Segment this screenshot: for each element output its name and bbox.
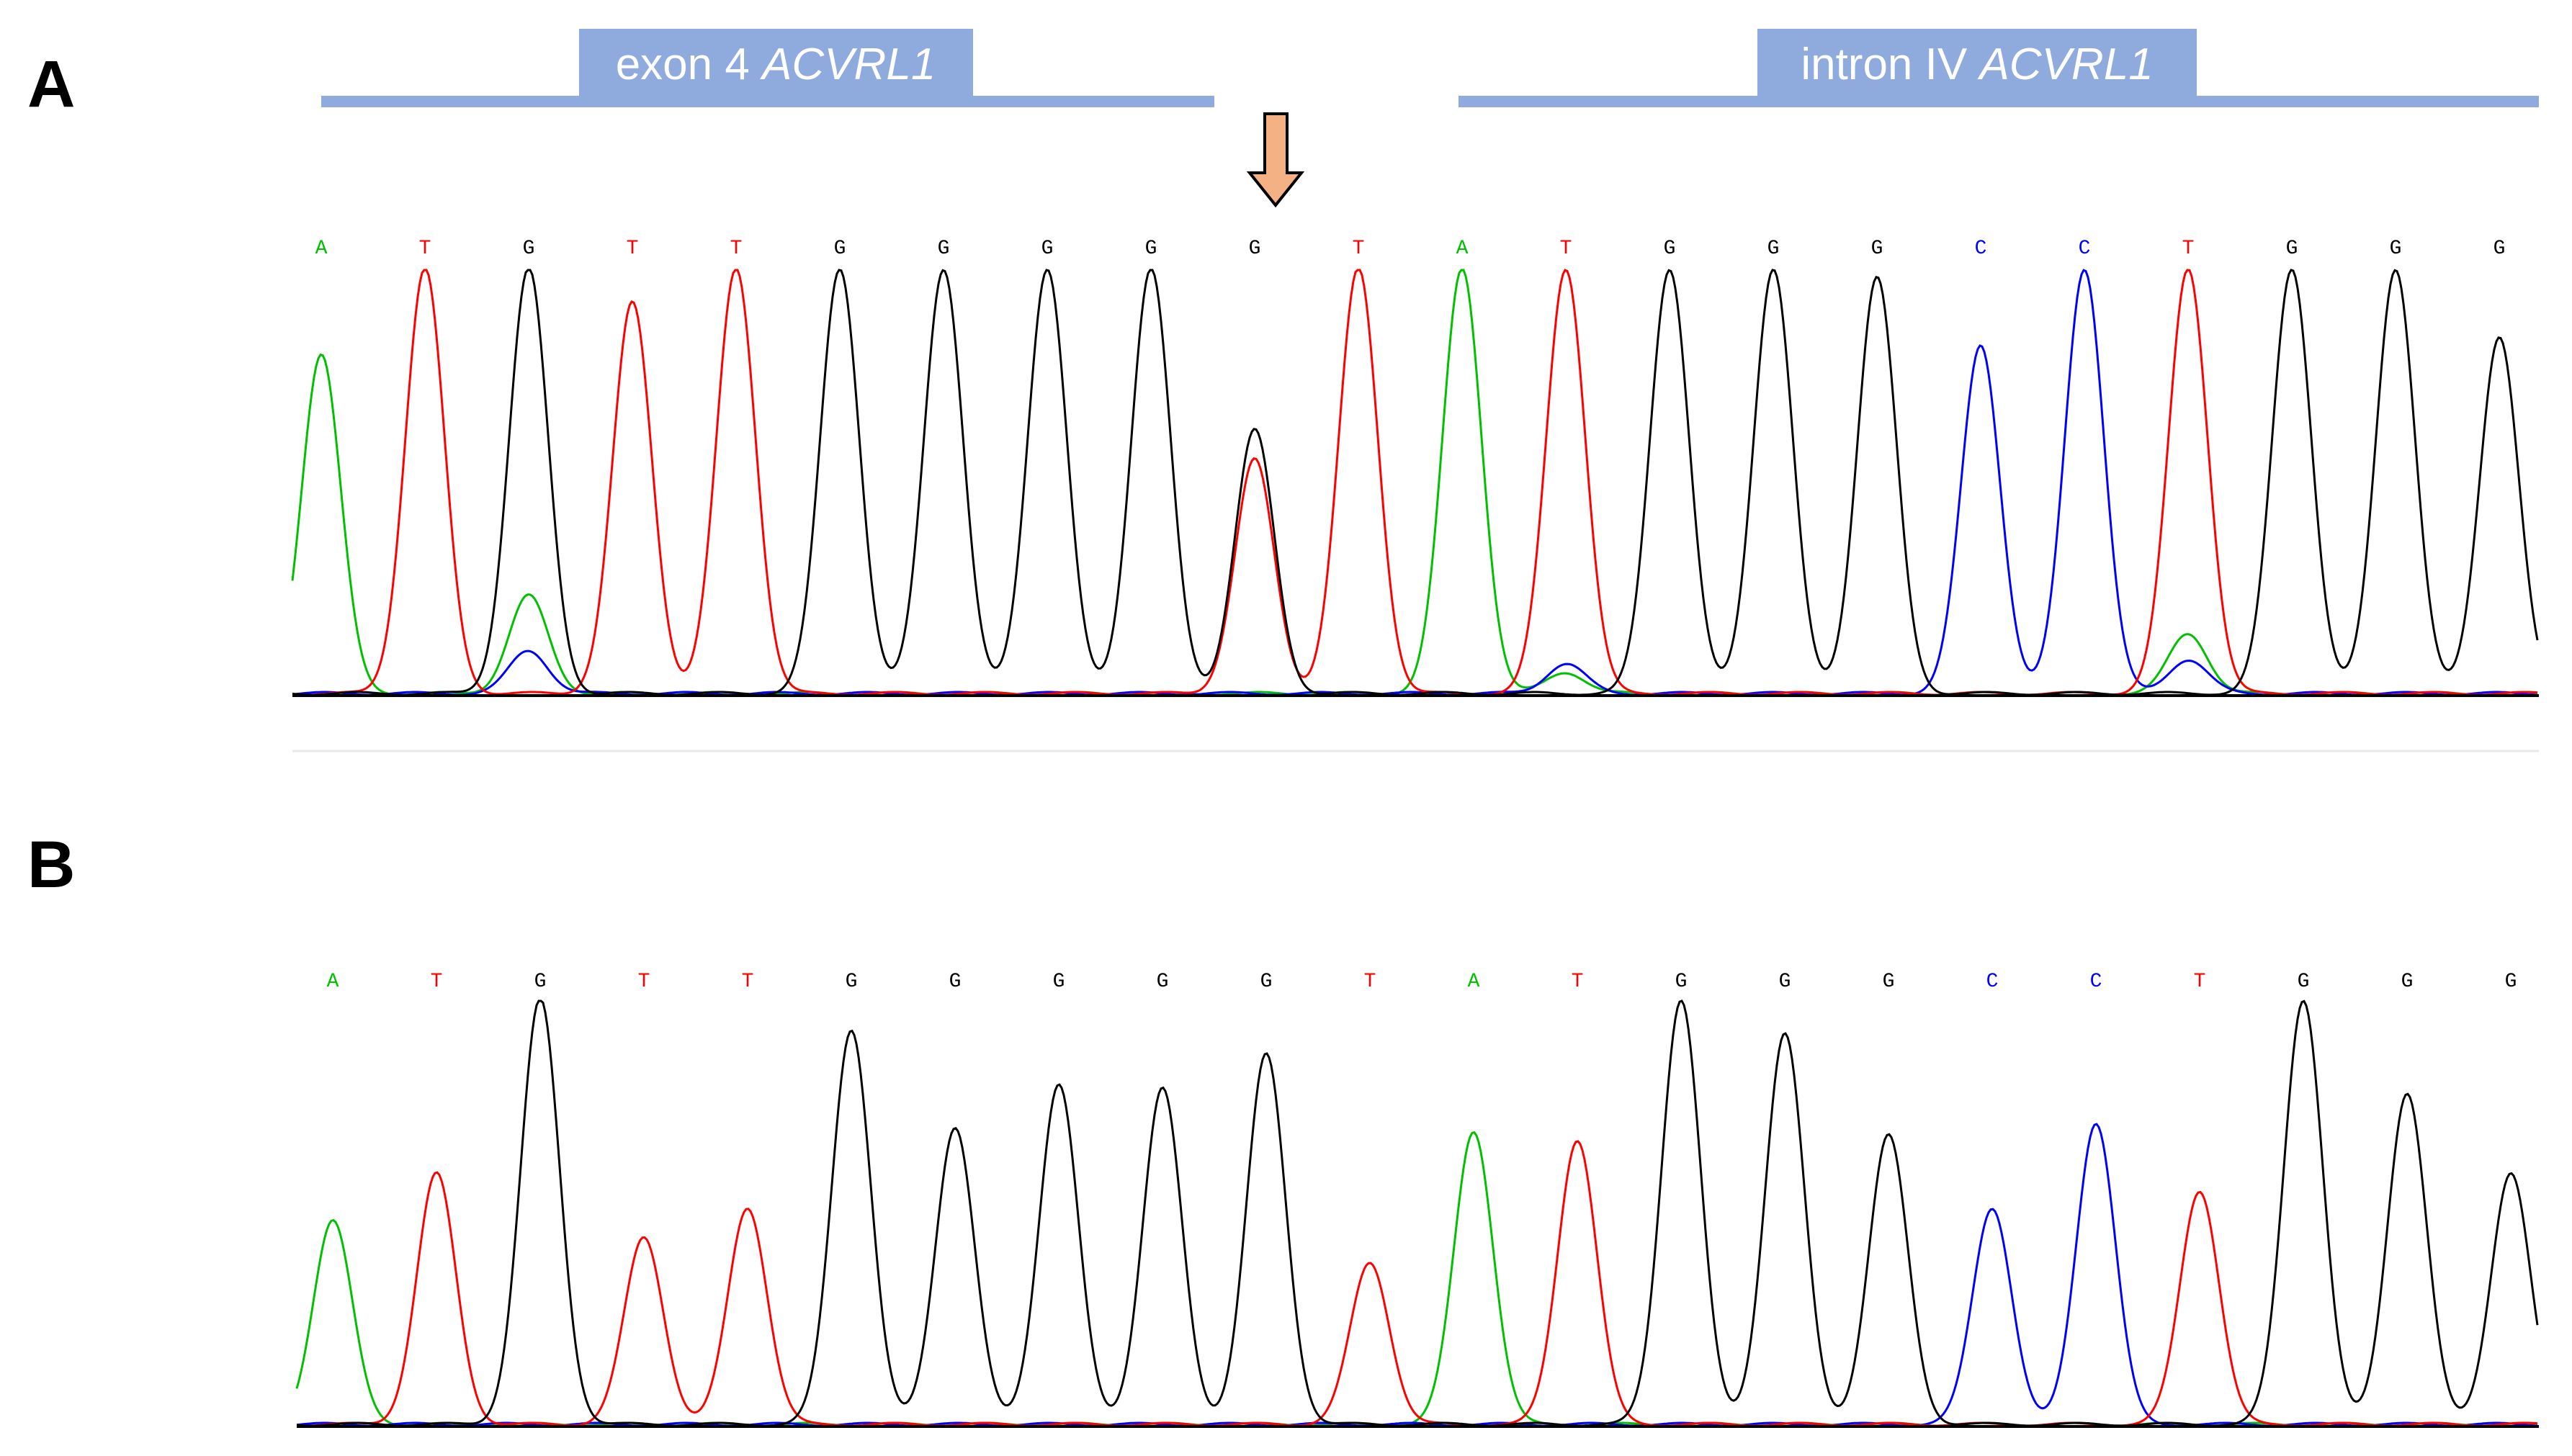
base-call-21: G <box>2493 238 2506 260</box>
base-call-1: T <box>431 971 443 993</box>
base-call-12: T <box>1560 238 1572 260</box>
exon-label: exon 4 ACVRL1 <box>616 40 936 89</box>
exon-box <box>579 29 973 99</box>
base-call-11: A <box>1456 238 1469 260</box>
base-call-15: G <box>1883 971 1895 993</box>
base-call-9: G <box>1260 971 1273 993</box>
intron-gene-name: ACVRL1 <box>1976 40 2153 89</box>
base-call-3: T <box>638 971 650 993</box>
base-call-15: G <box>1871 238 1883 260</box>
trace-A <box>291 269 2538 696</box>
base-call-9: G <box>1249 238 1261 260</box>
intron-label: intron IV ACVRL1 <box>1801 40 2153 89</box>
base-call-10: T <box>1364 971 1376 993</box>
intron-line <box>1458 96 2539 107</box>
base-call-14: G <box>1779 971 1791 993</box>
trace-T <box>296 1140 2538 1427</box>
exon-label-text: exon 4 <box>616 40 750 89</box>
base-call-2: G <box>523 238 535 260</box>
base-call-20: G <box>2390 238 2402 260</box>
base-call-6: G <box>949 971 962 993</box>
panel-a-label: A <box>27 48 75 121</box>
intron-box <box>1757 29 2197 99</box>
base-call-10: T <box>1353 238 1365 260</box>
trace-T <box>292 269 2538 696</box>
base-call-0: A <box>315 238 328 260</box>
base-call-5: G <box>834 238 846 260</box>
base-call-12: T <box>1572 971 1584 993</box>
base-call-7: G <box>1053 971 1065 993</box>
base-call-17: C <box>2079 238 2091 260</box>
base-call-18: T <box>2194 971 2206 993</box>
base-call-0: A <box>327 971 339 993</box>
exon-line <box>321 96 1214 107</box>
base-call-21: G <box>2505 971 2517 993</box>
base-call-5: G <box>846 971 858 993</box>
base-call-1: T <box>419 238 431 260</box>
trace-C <box>296 1123 2538 1427</box>
base-call-3: T <box>627 238 639 260</box>
base-call-14: G <box>1767 238 1780 260</box>
base-call-20: G <box>2401 971 2414 993</box>
trace-G <box>296 999 2539 1427</box>
base-call-13: G <box>1675 971 1688 993</box>
base-call-7: G <box>1041 238 1054 260</box>
base-call-4: T <box>730 238 743 260</box>
base-call-16: C <box>1986 971 1999 993</box>
base-call-6: G <box>938 238 950 260</box>
base-call-16: C <box>1975 238 1987 260</box>
panel-b-label: B <box>27 828 75 902</box>
exon-gene-name: ACVRL1 <box>759 40 936 89</box>
mutation-arrow-icon <box>1246 112 1305 208</box>
base-call-4: T <box>742 971 754 993</box>
base-call-13: G <box>1664 238 1676 260</box>
trace-G <box>292 269 2539 696</box>
trace-C <box>292 269 2538 696</box>
base-call-19: G <box>2298 971 2310 993</box>
base-call-11: A <box>1468 971 1480 993</box>
base-call-18: T <box>2182 238 2195 260</box>
base-call-2: G <box>534 971 547 993</box>
base-call-19: G <box>2286 238 2298 260</box>
base-call-8: G <box>1145 238 1157 260</box>
region-annotation: exon 4 ACVRL1 intron IV ACVRL1 <box>321 29 2539 107</box>
trace-A <box>295 1131 2538 1427</box>
base-call-8: G <box>1157 971 1169 993</box>
intron-label-text: intron IV <box>1801 40 1968 89</box>
base-call-17: C <box>2090 971 2102 993</box>
